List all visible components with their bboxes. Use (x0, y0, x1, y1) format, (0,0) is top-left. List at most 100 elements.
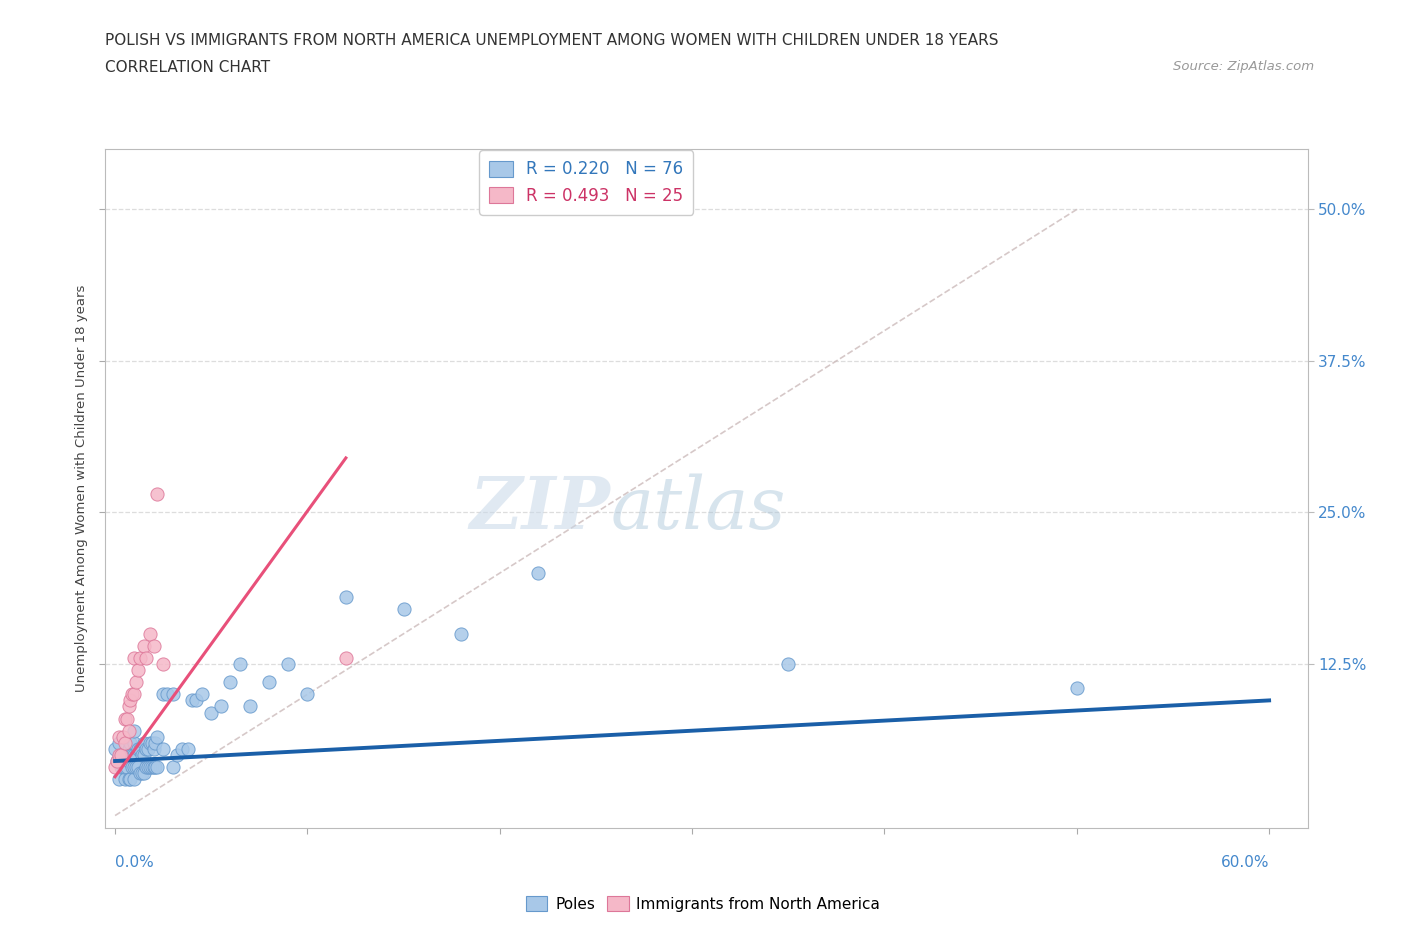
Point (129, 741, 152, 756)
Point (136, 741, 159, 756)
Point (142, 741, 165, 756)
Point (145, 760, 167, 775)
Point (135, 651, 157, 666)
Point (124, 687, 146, 702)
Point (190, 687, 212, 702)
Point (117, 741, 139, 756)
Point (120, 693, 142, 708)
Point (152, 657, 174, 671)
Point (114, 736, 136, 751)
Point (124, 760, 146, 775)
Point (162, 687, 184, 702)
Point (110, 748, 132, 763)
Point (124, 748, 146, 763)
Point (105, 753, 128, 768)
Point (135, 760, 157, 775)
Point (129, 651, 152, 666)
Point (111, 729, 134, 744)
Point (110, 760, 132, 775)
Point (104, 760, 127, 775)
Point (131, 765, 153, 780)
Point (115, 748, 138, 763)
Point (200, 705, 222, 720)
Point (108, 772, 131, 787)
Point (392, 602, 415, 617)
Point (145, 736, 167, 751)
Point (184, 693, 207, 708)
Text: atlas: atlas (610, 473, 786, 544)
Point (111, 748, 134, 763)
Point (172, 741, 194, 756)
Point (141, 760, 163, 775)
Point (120, 736, 142, 751)
Point (166, 748, 188, 763)
Point (127, 741, 149, 756)
Point (142, 638, 165, 653)
Text: POLISH VS IMMIGRANTS FROM NORTH AMERICA UNEMPLOYMENT AMONG WOMEN WITH CHILDREN U: POLISH VS IMMIGRANTS FROM NORTH AMERICA … (105, 33, 998, 47)
Legend: R = 0.220   N = 76, R = 0.493   N = 25: R = 0.220 N = 76, R = 0.493 N = 25 (479, 151, 693, 215)
Point (131, 748, 153, 763)
Point (115, 760, 138, 775)
Point (115, 711, 138, 726)
Point (132, 765, 155, 780)
Point (127, 663, 149, 678)
Point (121, 760, 143, 775)
Point (778, 657, 800, 671)
Point (105, 753, 128, 768)
Point (527, 565, 550, 580)
Point (257, 675, 280, 690)
Point (108, 736, 131, 751)
Point (117, 772, 139, 787)
Point (152, 741, 174, 756)
Point (138, 736, 160, 751)
Point (104, 741, 127, 756)
Point (132, 736, 155, 751)
Point (219, 675, 242, 690)
Text: 60.0%: 60.0% (1220, 855, 1270, 870)
Point (114, 760, 136, 775)
Point (229, 657, 252, 671)
Legend: Poles, Immigrants from North America: Poles, Immigrants from North America (520, 890, 886, 918)
Point (110, 748, 132, 763)
Point (335, 590, 357, 604)
Point (120, 748, 142, 763)
Point (152, 687, 174, 702)
Point (277, 657, 299, 671)
Point (136, 760, 159, 775)
Point (125, 748, 148, 763)
Point (1066, 681, 1088, 696)
Point (124, 651, 146, 666)
Point (177, 741, 200, 756)
Point (142, 760, 165, 775)
Point (125, 675, 148, 690)
Point (138, 760, 160, 775)
Point (209, 699, 232, 714)
Point (146, 729, 169, 744)
Point (114, 748, 136, 763)
Point (124, 736, 146, 751)
Point (162, 760, 184, 775)
Point (146, 487, 169, 502)
Point (111, 760, 134, 775)
Text: 0.0%: 0.0% (115, 855, 153, 870)
Point (450, 626, 472, 641)
Point (135, 741, 157, 756)
Text: ZIP: ZIP (470, 473, 610, 544)
Point (156, 687, 179, 702)
Point (129, 765, 152, 780)
Point (141, 736, 163, 751)
Point (124, 724, 146, 738)
Point (127, 760, 149, 775)
Point (121, 748, 143, 763)
Point (132, 638, 155, 653)
Point (117, 699, 139, 714)
Point (181, 693, 204, 708)
Point (239, 699, 262, 714)
Point (117, 724, 139, 738)
Point (108, 729, 131, 744)
Point (114, 711, 136, 726)
Point (124, 772, 146, 787)
Point (108, 748, 131, 763)
Point (297, 687, 319, 702)
Point (132, 748, 155, 763)
